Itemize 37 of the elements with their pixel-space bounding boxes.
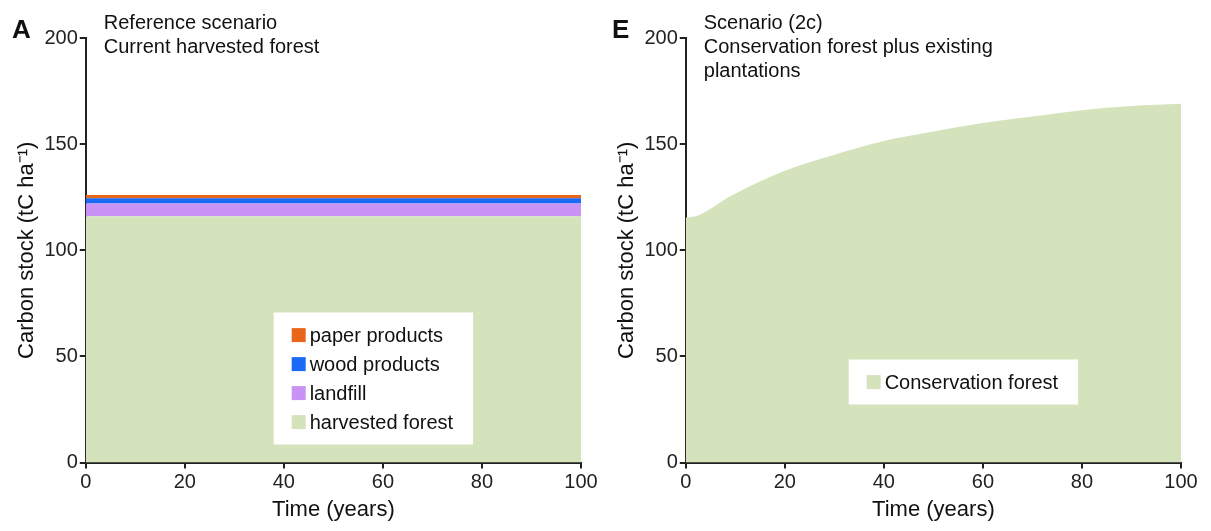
- x-tick-label: 0: [680, 470, 692, 493]
- y-tick-label: 0: [66, 450, 78, 473]
- y-tick-label: 150: [44, 131, 78, 154]
- chart-subtitle: Conservation forest plus existing plantations: [703, 34, 993, 81]
- y-tick-label: 50: [55, 343, 78, 366]
- x-tick-label: 100: [1164, 470, 1198, 493]
- x-tick-label: 100: [564, 470, 598, 493]
- x-tick-label: 40: [272, 470, 295, 493]
- y-tick-label: 50: [655, 343, 678, 366]
- x-tick-label: 20: [173, 470, 196, 493]
- y-tick-label: 100: [44, 237, 78, 260]
- x-tick-label: 60: [371, 470, 395, 493]
- legend-label: Conservation forest: [884, 370, 1059, 393]
- x-tick-label: 20: [773, 470, 796, 493]
- legend-label: paper products: [309, 323, 444, 346]
- text: E: [612, 14, 630, 45]
- legend-label: harvested forest: [309, 410, 454, 433]
- y-axis-title: Carbon stock (tC ha⁻¹): [13, 141, 39, 359]
- chart-subtitle: Current harvested forest: [103, 34, 320, 57]
- chart-title: Scenario (2c): [703, 10, 823, 33]
- y-tick-label: 0: [666, 450, 678, 473]
- x-axis-title: Time (years): [272, 495, 395, 521]
- x-axis-title: Time (years): [872, 495, 995, 521]
- chart-title: Reference scenario: [103, 10, 278, 33]
- legend-label: wood products: [308, 352, 440, 375]
- x-tick-label: 0: [80, 470, 92, 493]
- x-tick-label: 80: [470, 470, 494, 493]
- y-axis-title: Carbon stock (tC ha⁻¹): [613, 141, 639, 359]
- y-tick-label: 200: [644, 25, 678, 48]
- x-tick-label: 80: [1070, 470, 1094, 493]
- legend-label: landfill: [309, 381, 367, 404]
- text: A: [12, 14, 31, 45]
- x-tick-label: 60: [971, 470, 995, 493]
- y-tick-label: 150: [644, 131, 678, 154]
- y-tick-label: 100: [644, 237, 678, 260]
- y-tick-label: 200: [44, 25, 78, 48]
- x-tick-label: 40: [872, 470, 895, 493]
